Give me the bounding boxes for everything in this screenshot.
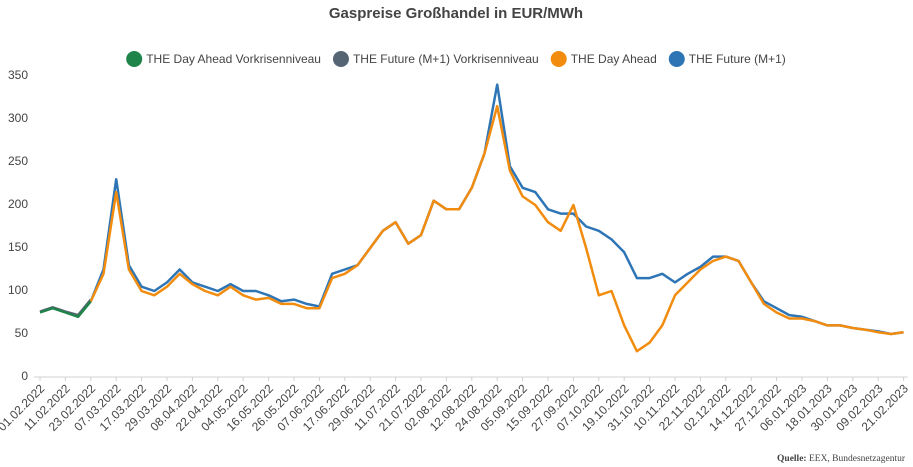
legend-marker <box>332 51 349 67</box>
legend-label: THE Future (M+1) Vorkrisenniveau <box>353 52 539 66</box>
source-label: Quelle: <box>777 454 807 464</box>
y-tick-label: 300 <box>8 111 28 125</box>
y-tick-label: 200 <box>8 197 28 211</box>
legend-marker <box>668 51 685 67</box>
y-tick-label: 50 <box>15 326 29 340</box>
legend-label: THE Future (M+1) <box>689 52 786 66</box>
legend-marker <box>550 51 567 67</box>
source: Quelle: EEX, Bundesnetzagentur <box>777 454 906 464</box>
y-tick-label: 350 <box>8 68 28 82</box>
source-text: EEX, Bundesnetzagentur <box>809 454 906 464</box>
legend-marker <box>126 51 143 67</box>
y-tick-label: 150 <box>8 240 28 254</box>
series-line <box>89 104 904 353</box>
legend-label: THE Day Ahead Vorkrisenniveau <box>146 52 321 66</box>
y-tick-label: 250 <box>8 154 28 168</box>
y-tick-label: 0 <box>21 369 28 383</box>
chart-title: Gaspreise Großhandel in EUR/MWh <box>329 5 583 22</box>
series-line <box>89 83 904 336</box>
legend-label: THE Day Ahead <box>571 52 657 66</box>
y-tick-label: 100 <box>8 283 28 297</box>
series-line <box>39 300 92 319</box>
